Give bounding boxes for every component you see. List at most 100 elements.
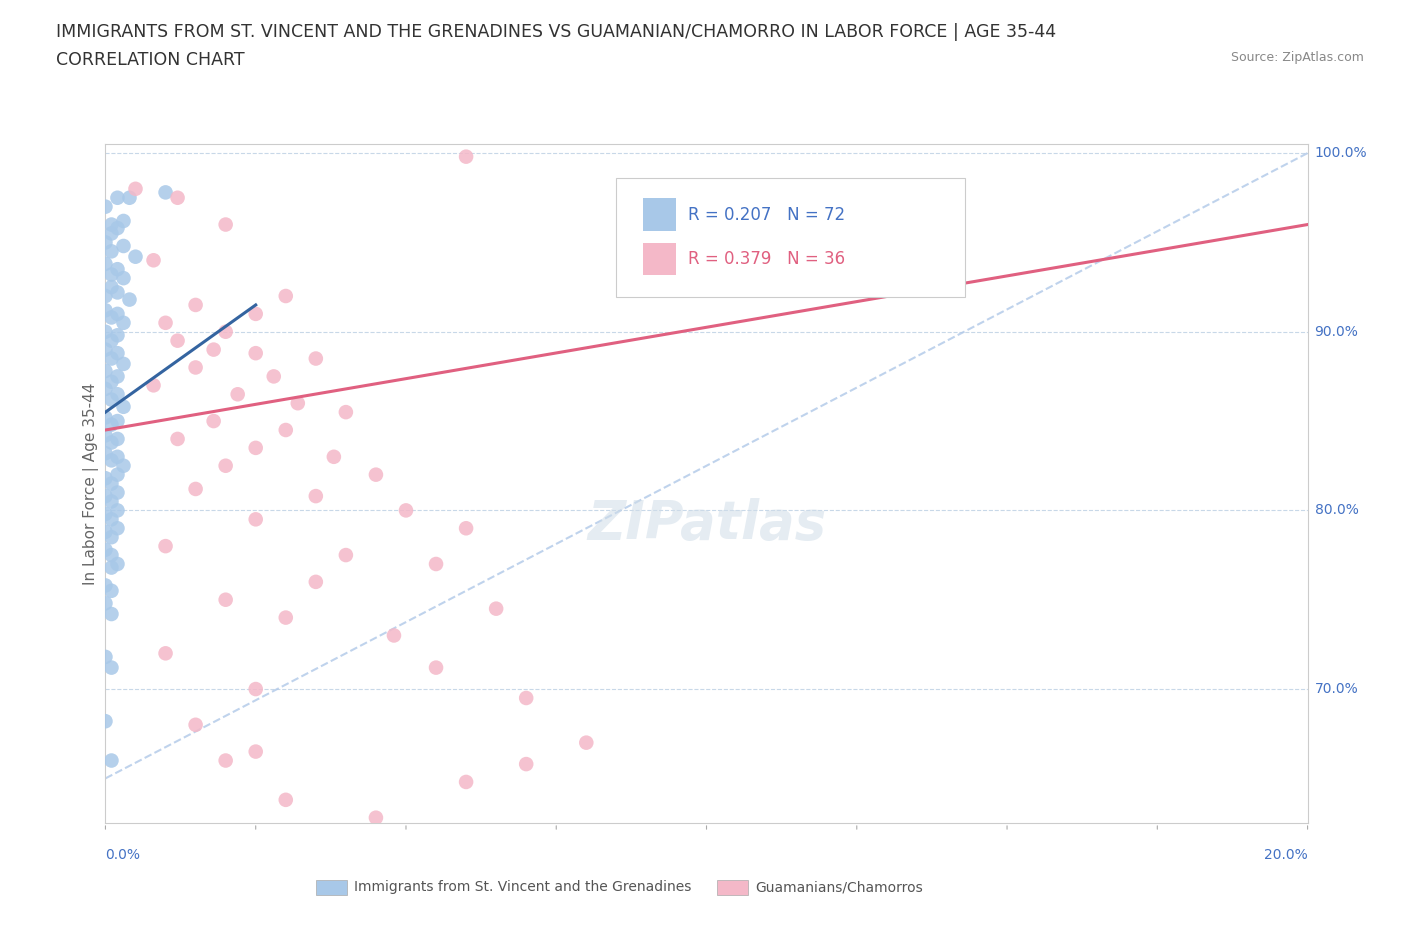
Point: [305, 575, 328, 590]
Point: [94, 596, 117, 611]
Point: [142, 378, 165, 392]
Text: 70.0%: 70.0%: [1315, 682, 1358, 696]
Point: [155, 315, 177, 330]
Point: [245, 744, 267, 759]
Point: [166, 432, 188, 446]
Point: [202, 414, 225, 429]
Point: [395, 860, 418, 875]
Point: [575, 736, 598, 751]
Point: [382, 628, 405, 643]
Point: [202, 342, 225, 357]
Point: [245, 346, 267, 361]
Point: [94, 525, 117, 539]
Point: [100, 494, 122, 509]
Point: [100, 333, 122, 348]
Point: [118, 292, 141, 307]
Point: [94, 542, 117, 557]
Point: [454, 775, 477, 790]
Point: [107, 369, 129, 384]
Text: 90.0%: 90.0%: [1315, 325, 1358, 339]
Point: [155, 645, 177, 660]
Point: [107, 328, 129, 343]
Point: [107, 521, 129, 536]
Point: [112, 214, 135, 229]
Point: [245, 512, 267, 526]
Point: [100, 310, 122, 325]
Point: [274, 792, 297, 807]
Point: [485, 601, 508, 616]
Point: [94, 578, 117, 592]
Point: [107, 285, 129, 299]
Point: [94, 325, 117, 339]
Point: [214, 753, 236, 768]
Point: [107, 387, 129, 402]
Point: [214, 325, 236, 339]
Point: [100, 583, 122, 598]
Point: [214, 217, 236, 232]
Point: [107, 432, 129, 446]
Point: [100, 476, 122, 491]
Point: [100, 753, 122, 768]
Point: [107, 449, 129, 464]
Point: [94, 364, 117, 379]
Point: [107, 556, 129, 571]
Point: [515, 691, 537, 706]
Point: [100, 267, 122, 282]
Point: [184, 360, 207, 375]
Point: [100, 352, 122, 366]
Point: [425, 556, 447, 571]
Point: [100, 217, 122, 232]
Point: [94, 488, 117, 503]
Bar: [643, 243, 676, 275]
Point: [142, 253, 165, 268]
Point: [94, 410, 117, 425]
Point: [112, 356, 135, 371]
Point: [245, 682, 267, 697]
Point: [100, 226, 122, 241]
Point: [94, 288, 117, 303]
Point: [112, 315, 135, 330]
Point: [305, 352, 328, 366]
Point: [100, 548, 122, 563]
Point: [184, 298, 207, 312]
Point: [166, 333, 188, 348]
Point: [118, 191, 141, 206]
Point: [94, 649, 117, 664]
Point: [274, 422, 297, 437]
Point: [100, 418, 122, 432]
Bar: [643, 198, 676, 231]
Point: [100, 435, 122, 450]
Point: [364, 467, 387, 482]
Point: [226, 387, 249, 402]
Text: IMMIGRANTS FROM ST. VINCENT AND THE GRENADINES VS GUAMANIAN/CHAMORRO IN LABOR FO: IMMIGRANTS FROM ST. VINCENT AND THE GREN…: [56, 23, 1056, 41]
Text: 20.0%: 20.0%: [1264, 848, 1308, 862]
Point: [107, 191, 129, 206]
Point: [94, 303, 117, 318]
Point: [287, 396, 309, 411]
Point: [94, 428, 117, 443]
Text: 80.0%: 80.0%: [1315, 503, 1358, 517]
Point: [100, 512, 122, 526]
Point: [124, 181, 146, 196]
Point: [305, 828, 328, 843]
Text: 0.0%: 0.0%: [105, 848, 141, 862]
Point: [107, 503, 129, 518]
Point: [184, 717, 207, 732]
Point: [155, 538, 177, 553]
Point: [214, 458, 236, 473]
Text: CORRELATION CHART: CORRELATION CHART: [56, 51, 245, 69]
Text: Guamanians/Chamorros: Guamanians/Chamorros: [755, 880, 922, 895]
Point: [100, 660, 122, 675]
Y-axis label: In Labor Force | Age 35-44: In Labor Force | Age 35-44: [83, 382, 98, 585]
Point: [274, 288, 297, 303]
Point: [364, 810, 387, 825]
Point: [100, 530, 122, 545]
Point: [107, 414, 129, 429]
Point: [263, 369, 285, 384]
Point: [94, 471, 117, 485]
Point: [515, 757, 537, 772]
Point: [100, 453, 122, 468]
Point: [112, 239, 135, 254]
Point: [124, 249, 146, 264]
Point: [454, 521, 477, 536]
